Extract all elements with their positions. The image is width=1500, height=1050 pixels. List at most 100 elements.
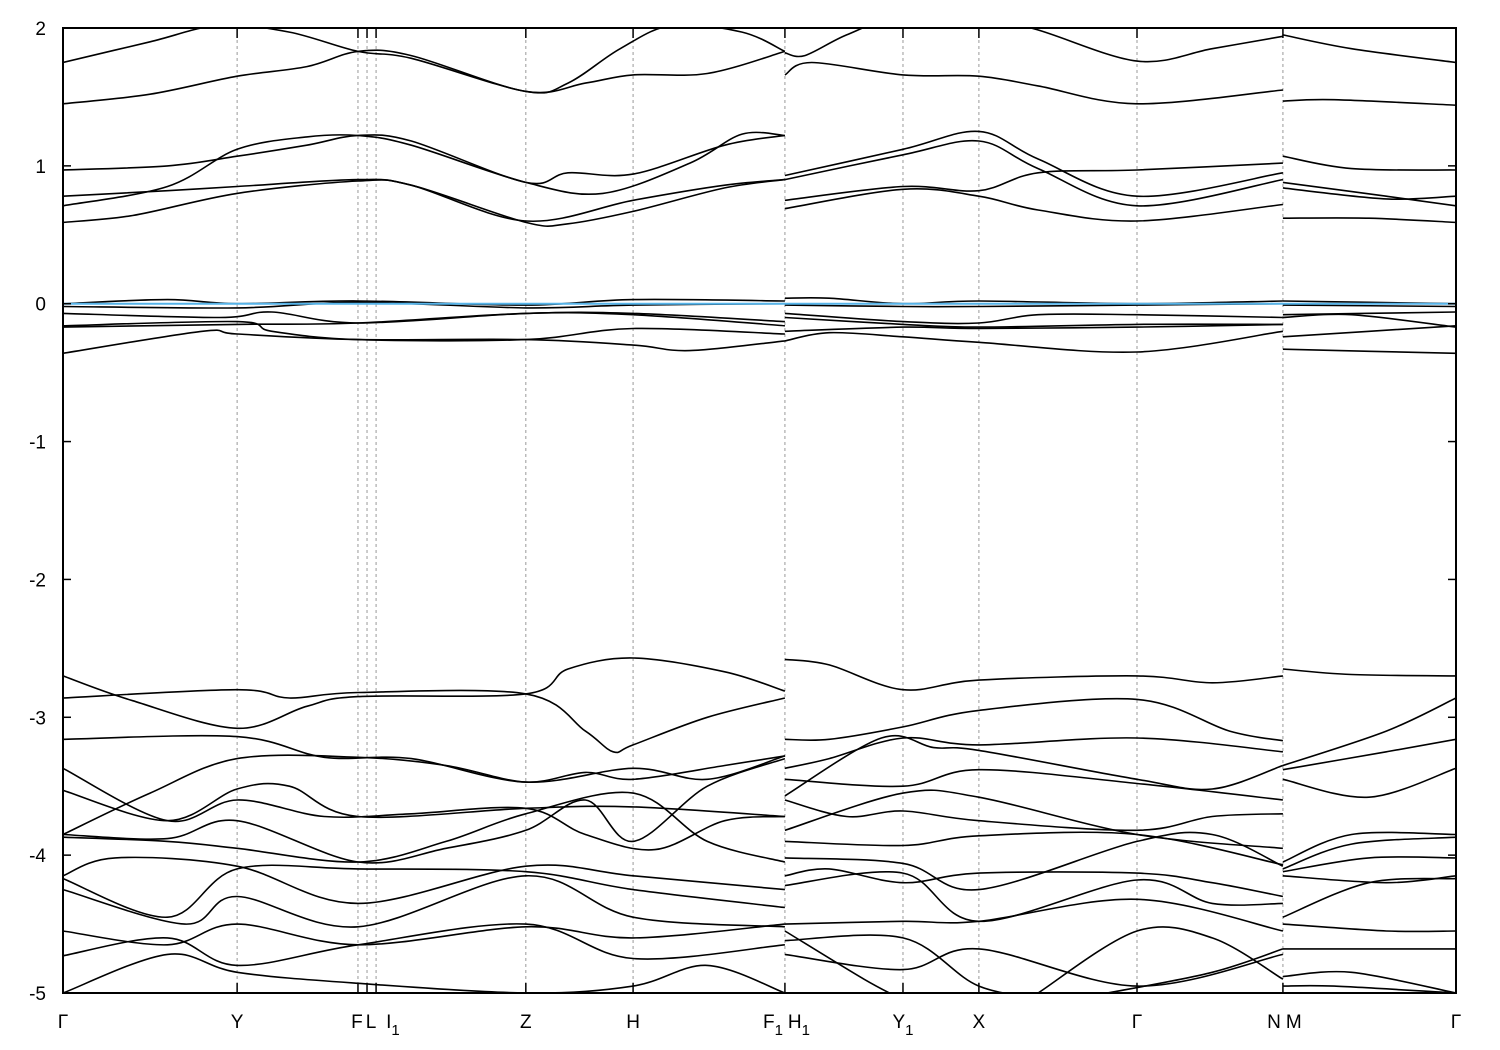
band-24 [63,923,785,967]
band-11 [63,329,785,355]
band-72 [1282,836,1456,870]
band-0 [63,28,786,94]
band-49 [784,898,1284,932]
band-35 [784,316,1283,328]
band-17 [63,782,785,822]
band-52 [784,934,1008,993]
band-44 [784,789,1283,850]
x-tick-label: Y [231,1012,244,1033]
y-tick-label: 0 [35,295,46,316]
band-25 [63,953,786,993]
x-tick-label: X [973,1012,986,1033]
symmetry-gridlines [236,28,1284,993]
band-50 [784,930,892,993]
band-3 [63,131,785,207]
plot-frame [62,27,1457,994]
x-tick-label: H1 [788,1012,810,1039]
band-58 [1282,181,1456,207]
band-18 [63,757,786,864]
x-tick-label: N [1267,1012,1281,1033]
band-29 [784,139,1284,207]
bands [63,28,1456,993]
band-54 [1107,948,1284,993]
x-tick-label: F [351,1012,363,1033]
band-19 [63,791,786,863]
band-26 [784,28,1284,63]
band-41 [784,734,1284,797]
band-23 [63,923,785,946]
band-31 [784,188,1283,222]
y-tick-label: -1 [29,433,46,454]
x-tick-label: Z [520,1012,532,1033]
y-tick-label: -4 [29,846,46,867]
band-69 [1282,738,1456,771]
x-tick-label: I1 [386,1012,400,1039]
band-51 [784,947,1284,987]
band-42 [784,768,1283,801]
x-tick-label: F1 [763,1012,783,1039]
band-21 [63,864,785,919]
band-5 [63,178,786,227]
band-79 [1282,984,1456,993]
band-28 [784,130,1284,198]
y-tick-label: 2 [35,19,46,40]
band-62 [1282,304,1456,308]
band-27 [784,61,1283,105]
band-39 [784,697,1284,742]
band-63 [1282,311,1456,316]
band-20 [63,856,785,905]
band-48 [784,871,1283,923]
x-tick-label: M [1286,1012,1302,1033]
band-40 [784,736,1283,770]
band-71 [1282,831,1456,863]
band-6 [63,298,785,306]
x-tick-label: L [366,1012,377,1033]
band-67 [1282,668,1456,677]
band-38 [784,658,1283,691]
y-tick-label: 1 [35,157,46,178]
band-12 [63,657,786,730]
band-13 [63,688,786,754]
band-1 [63,49,786,105]
band-45 [784,831,1284,866]
x-tick-label: H [626,1012,640,1033]
band-68 [1282,697,1456,767]
band-9 [63,311,785,328]
band-15 [63,754,786,836]
band-73 [1282,856,1456,873]
x-tick-label: Y1 [892,1012,913,1039]
band-34 [784,312,1283,325]
band-30 [784,162,1283,202]
band-75 [1282,877,1456,918]
band-2 [63,134,786,185]
y-tick-label: -2 [29,570,46,591]
band-64 [1282,313,1456,328]
band-16 [63,767,785,851]
band-78 [1282,970,1456,993]
y-tick-label: -3 [29,708,46,729]
band-36 [784,323,1283,333]
band-47 [784,868,1284,898]
band-65 [1282,325,1456,338]
x-tick-label: Γ [1451,1012,1461,1033]
band-14 [63,734,786,783]
band-43 [784,799,1283,832]
band-55 [1282,34,1456,64]
band-37 [784,330,1284,354]
band-56 [1282,98,1456,106]
x-tick-label: Γ [58,1012,68,1033]
band-53 [1037,926,1284,993]
band-57 [1282,155,1456,171]
band-76 [1282,923,1456,933]
band-46 [784,831,1284,891]
band-60 [1282,217,1456,224]
x-tick-label: Γ [1132,1012,1142,1033]
band-10 [63,320,785,342]
y-axis: 2 1 0 -1 -2 -3 -4 -5 [29,19,1456,1005]
band-66 [1282,348,1456,355]
band-70 [1282,767,1456,799]
band-22 [63,874,785,928]
y-tick-label: -5 [29,984,46,1005]
band-59 [1282,187,1456,200]
